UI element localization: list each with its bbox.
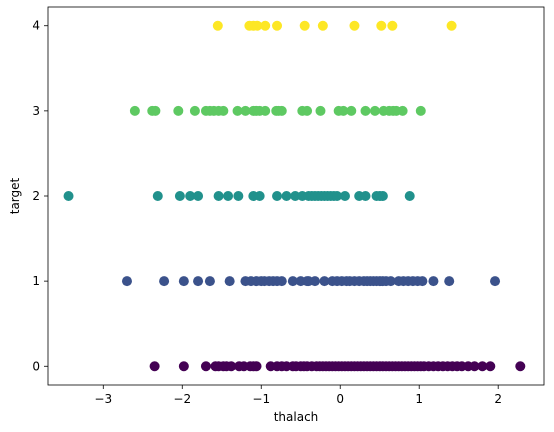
point-target-1-19 — [309, 276, 320, 287]
point-target-1-45 — [490, 276, 501, 287]
point-target-3-20 — [302, 105, 313, 116]
point-target-2-30 — [404, 191, 415, 201]
x-tick-label: 1 — [415, 392, 423, 406]
y-tick-label: 1 — [32, 274, 40, 288]
point-target-3-15 — [260, 105, 271, 116]
point-target-1-20 — [319, 276, 330, 287]
point-target-0-68 — [477, 361, 488, 372]
point-target-3-2 — [150, 105, 161, 116]
point-target-4-11 — [446, 20, 457, 31]
point-target-3-23 — [338, 105, 349, 116]
point-target-2-29 — [377, 191, 388, 201]
y-tick-label: 2 — [32, 189, 40, 203]
point-target-4-4 — [260, 20, 271, 31]
point-target-2-10 — [272, 191, 283, 201]
point-target-0-0 — [149, 361, 160, 372]
point-target-2-0 — [63, 191, 74, 201]
x-tick-label: −2 — [173, 392, 191, 406]
point-target-2-9 — [254, 191, 265, 201]
point-target-0-70 — [515, 361, 526, 372]
point-target-1-14 — [276, 276, 287, 287]
x-tick-label: 0 — [336, 392, 344, 406]
point-target-2-11 — [281, 191, 292, 201]
point-target-4-6 — [299, 20, 310, 31]
x-tick-label: −3 — [94, 392, 112, 406]
point-target-2-7 — [233, 191, 244, 201]
point-target-1-0 — [121, 276, 132, 287]
point-target-2-24 — [339, 191, 350, 201]
point-target-2-26 — [360, 191, 371, 201]
point-target-0-7 — [226, 361, 237, 372]
point-target-3-0 — [129, 105, 140, 116]
y-tick-label: 4 — [32, 19, 40, 33]
y-axis-ticks: 0 1 2 3 4 — [32, 19, 48, 373]
point-target-2-3 — [185, 191, 196, 201]
point-target-4-9 — [376, 20, 387, 31]
point-target-2-4 — [193, 191, 204, 201]
point-target-3-11 — [240, 105, 251, 116]
point-target-2-1 — [152, 191, 163, 201]
point-target-4-8 — [349, 20, 360, 31]
point-target-2-5 — [213, 191, 224, 201]
point-target-1-4 — [204, 276, 215, 287]
point-target-4-7 — [317, 20, 328, 31]
point-target-3-26 — [369, 105, 380, 116]
point-target-0-2 — [200, 361, 211, 372]
point-target-0-69 — [485, 361, 496, 372]
point-target-4-10 — [387, 20, 398, 31]
point-target-1-3 — [193, 276, 204, 287]
point-target-0-67 — [469, 361, 480, 372]
y-tick-label: 0 — [32, 359, 40, 373]
point-target-3-32 — [415, 105, 426, 116]
point-target-0-1 — [178, 361, 189, 372]
point-target-1-15 — [287, 276, 298, 287]
point-target-3-10 — [232, 105, 243, 116]
x-axis-ticks: −3 −2 −1 0 1 2 — [94, 385, 502, 406]
y-axis-label: target — [8, 177, 22, 214]
point-target-4-3 — [252, 20, 263, 31]
point-target-4-0 — [212, 20, 223, 31]
points-layer — [63, 20, 526, 372]
point-target-3-25 — [360, 105, 371, 116]
point-target-3-9 — [218, 105, 229, 116]
point-target-3-4 — [189, 105, 200, 116]
point-target-1-42 — [417, 276, 428, 287]
y-tick-label: 3 — [32, 104, 40, 118]
point-target-0-12 — [251, 361, 262, 372]
x-tick-label: 2 — [494, 392, 502, 406]
point-target-1-2 — [178, 276, 189, 287]
point-target-4-5 — [272, 20, 283, 31]
point-target-2-12 — [290, 191, 301, 201]
point-target-1-43 — [428, 276, 439, 287]
point-target-3-24 — [346, 105, 357, 116]
point-target-1-1 — [159, 276, 170, 287]
x-tick-label: −1 — [252, 392, 270, 406]
point-target-2-23 — [332, 191, 343, 201]
point-target-2-6 — [223, 191, 234, 201]
point-target-1-44 — [444, 276, 455, 287]
point-target-2-2 — [174, 191, 185, 201]
point-target-3-31 — [397, 105, 408, 116]
point-target-3-3 — [173, 105, 184, 116]
point-target-3-21 — [315, 105, 326, 116]
point-target-1-5 — [224, 276, 235, 287]
x-axis-label: thalach — [274, 410, 319, 424]
point-target-3-18 — [276, 105, 287, 116]
point-target-1-36 — [385, 276, 396, 287]
